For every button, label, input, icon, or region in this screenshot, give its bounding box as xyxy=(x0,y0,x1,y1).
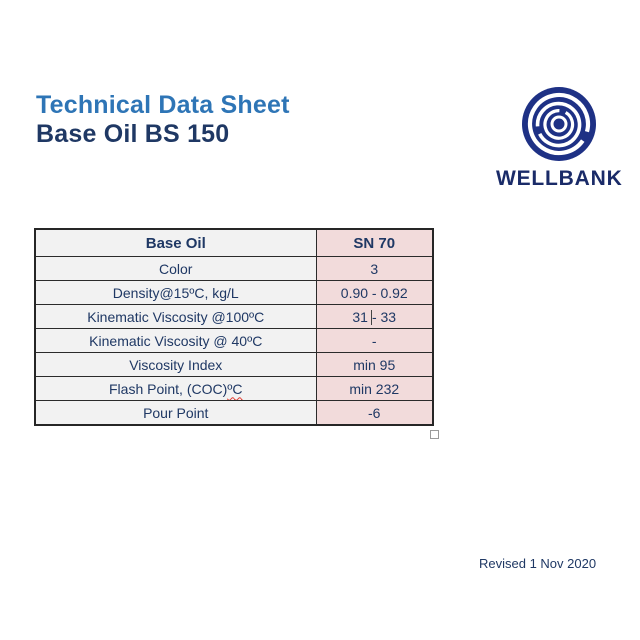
value-cell[interactable]: 3 xyxy=(315,256,434,281)
value-text: 31 xyxy=(352,308,368,325)
doc-title: Technical Data Sheet xyxy=(36,91,290,119)
property-cell[interactable]: Flash Point, (COC)ºC xyxy=(34,376,317,401)
property-cell[interactable]: Density@15ºC, kg/L xyxy=(34,280,317,305)
value-cell[interactable]: min 95 xyxy=(315,352,434,377)
value-cell[interactable]: 0.90 - 0.92 xyxy=(315,280,434,305)
revision-note: Revised 1 Nov 2020 xyxy=(479,556,597,571)
doc-subtitle: Base Oil BS 150 xyxy=(36,120,230,148)
property-cell[interactable]: Kinematic Viscosity @ 40ºC xyxy=(34,328,317,353)
ripple-circle-icon xyxy=(522,87,596,161)
value-header-cell[interactable]: SN 70 xyxy=(315,228,434,257)
property-header-cell[interactable]: Base Oil xyxy=(34,228,317,257)
spec-table: Base Oil SN 70 Color 3 Density@15ºC, kg/L 0.9… xyxy=(34,228,434,426)
spec-row: Pour Point -6 xyxy=(34,400,434,426)
value-cell[interactable]: min 232 xyxy=(315,376,434,401)
spec-row: Density@15ºC, kg/L 0.90 - 0.92 xyxy=(34,280,434,305)
spec-row: Flash Point, (COC)ºC min 232 xyxy=(34,376,434,401)
spec-row: Kinematic Viscosity @100ºC 31- 33 xyxy=(34,304,434,329)
property-cell[interactable]: Kinematic Viscosity @100ºC xyxy=(34,304,317,329)
property-cell[interactable]: Pour Point xyxy=(34,400,317,426)
spec-header-row: Base Oil SN 70 xyxy=(34,228,434,257)
spec-row: Color 3 xyxy=(34,256,434,281)
value-cell[interactable]: - xyxy=(315,328,434,353)
text-cursor-caret xyxy=(370,309,372,325)
spec-row: Kinematic Viscosity @ 40ºC - xyxy=(34,328,434,353)
value-cell[interactable]: -6 xyxy=(315,400,434,426)
table-resize-handle[interactable] xyxy=(430,430,439,439)
property-cell[interactable]: Viscosity Index xyxy=(34,352,317,377)
value-text: - 33 xyxy=(371,308,397,325)
wellbank-logo-text: WELLBANK xyxy=(496,167,623,190)
wellbank-logo: WELLBANK xyxy=(496,85,622,191)
spec-row: Viscosity Index min 95 xyxy=(34,352,434,377)
property-cell[interactable]: Color xyxy=(34,256,317,281)
value-cell[interactable]: 31- 33 xyxy=(315,304,434,329)
spellcheck-squiggle-text: ºC xyxy=(227,380,243,397)
